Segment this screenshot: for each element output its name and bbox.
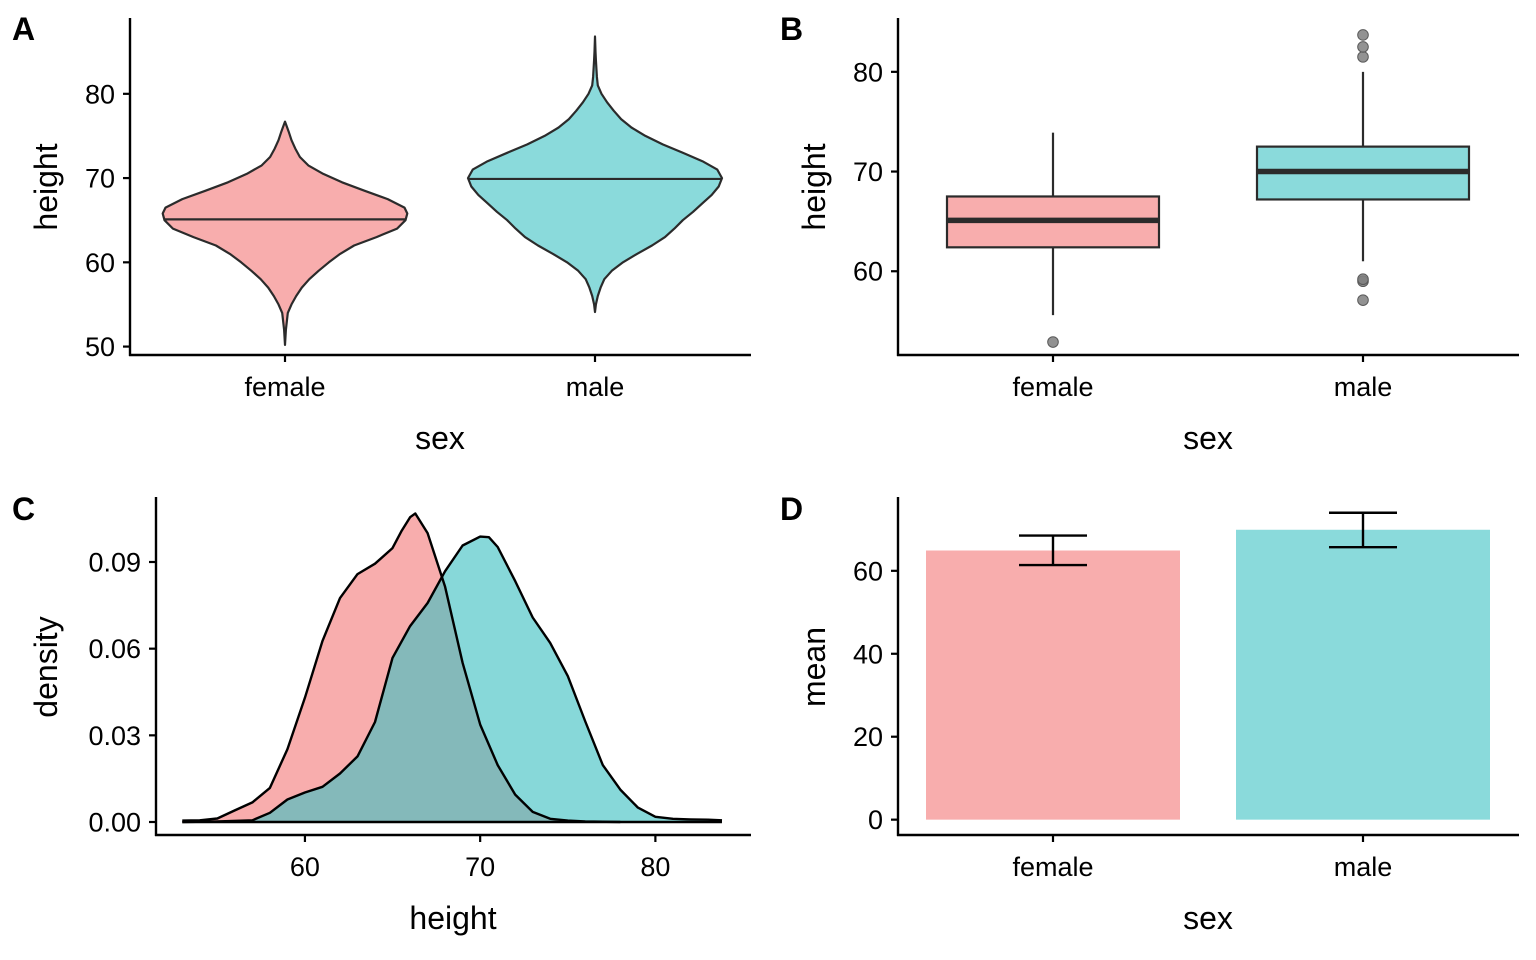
x-ticks: female male: [1012, 835, 1392, 882]
y-tick-label: 0.09: [88, 548, 141, 578]
x-axis-title: sex: [415, 420, 465, 456]
y-axis-title: density: [28, 616, 64, 717]
density-chart-panel: 0.00 0.03 0.06 0.09 60 70 80 height density: [28, 497, 751, 936]
x-ticks: 60 70 80: [290, 835, 670, 882]
y-tick-label: 60: [853, 257, 883, 287]
panel-label-b: B: [780, 11, 803, 47]
outlier-point: [1357, 294, 1369, 306]
y-tick-label: 20: [853, 722, 883, 752]
panel-label-c: C: [12, 491, 35, 527]
x-tick-label: female: [244, 372, 325, 402]
x-tick-label: male: [1334, 372, 1393, 402]
x-tick-label: 70: [465, 852, 495, 882]
outlier-point: [1357, 29, 1369, 41]
y-tick-label: 0.06: [88, 634, 141, 664]
outlier-point: [1357, 51, 1369, 63]
outlier-point: [1357, 273, 1369, 286]
violin-male: [466, 35, 724, 314]
y-ticks: 50 60 70 80: [85, 79, 130, 362]
x-ticks: female male: [1012, 355, 1392, 402]
x-tick-label: female: [1012, 852, 1093, 882]
bar-male: [1236, 529, 1490, 820]
y-ticks: 0.00 0.03 0.06 0.09: [88, 548, 156, 838]
y-axis-title: height: [28, 143, 64, 230]
y-tick-label: 60: [85, 248, 115, 278]
outlier-point: [1047, 336, 1059, 348]
y-tick-label: 80: [85, 79, 115, 109]
density-line-female: [182, 512, 621, 824]
panel-label-a: A: [12, 11, 35, 47]
bar-chart-panel: 0 20 40 60 female male sex mean: [796, 497, 1519, 936]
x-axis-title: sex: [1183, 900, 1233, 936]
violin-chart-panel: 50 60 70 80 female male sex height: [28, 18, 751, 456]
y-tick-label: 0: [868, 805, 883, 835]
outlier-point: [1357, 41, 1369, 53]
x-ticks: female male: [244, 355, 624, 402]
y-tick-label: 80: [853, 57, 883, 87]
x-tick-label: 60: [290, 852, 320, 882]
y-axis-title: height: [796, 143, 832, 230]
y-tick-label: 70: [85, 164, 115, 194]
panel-label-d: D: [780, 491, 803, 527]
y-tick-label: 50: [85, 332, 115, 362]
bar-marks: [926, 511, 1490, 820]
y-tick-label: 60: [853, 556, 883, 586]
density-area-male: [182, 536, 723, 822]
x-tick-label: 80: [640, 852, 670, 882]
box-marks: [945, 29, 1471, 348]
density-marks: [182, 512, 723, 824]
x-axis-title: sex: [1183, 420, 1233, 456]
x-axis-title: height: [409, 900, 496, 936]
box-chart-panel: 60 70 80 female male sex height: [796, 18, 1519, 456]
y-tick-label: 40: [853, 639, 883, 669]
y-ticks: 60 70 80: [853, 57, 898, 287]
violin-female: [161, 120, 409, 346]
y-axis-title: mean: [796, 627, 832, 707]
y-tick-label: 70: [853, 157, 883, 187]
y-ticks: 0 20 40 60: [853, 556, 898, 835]
violin-marks: [161, 35, 724, 346]
x-tick-label: male: [1334, 852, 1393, 882]
y-tick-label: 0.03: [88, 721, 141, 751]
x-tick-label: female: [1012, 372, 1093, 402]
bar-female: [926, 550, 1180, 820]
x-tick-label: male: [566, 372, 625, 402]
y-tick-label: 0.00: [88, 808, 141, 838]
density-line-male: [182, 535, 723, 824]
